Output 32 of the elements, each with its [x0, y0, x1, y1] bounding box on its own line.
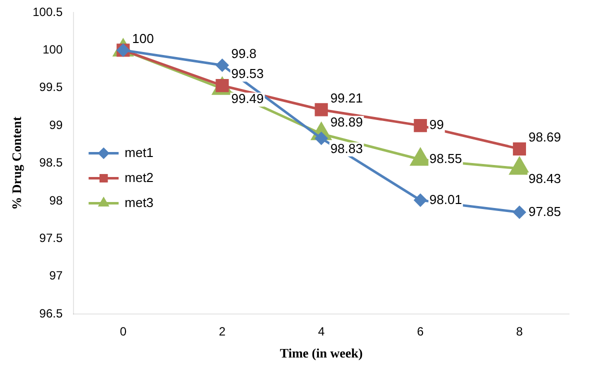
y-tick-label: 96.5: [39, 306, 63, 320]
y-tick-label: 99: [49, 118, 63, 132]
y-tick-label: 97: [49, 268, 63, 283]
y-tick-label: 97.5: [39, 230, 63, 245]
data-label: 97.85: [528, 204, 562, 219]
data-label: 99.53: [231, 66, 264, 82]
y-tick-label: 100.5: [32, 4, 63, 19]
x-axis-title: Time (in week): [280, 346, 363, 361]
data-label: 98.83: [330, 140, 363, 156]
data-label: 99.8: [231, 46, 257, 61]
legend-label: met3: [124, 194, 154, 210]
data-label: 100: [132, 30, 154, 46]
data-label: 99.21: [330, 90, 363, 106]
x-tick-label: 2: [218, 324, 226, 339]
x-tick-label: 4: [318, 324, 325, 339]
y-tick-label: 99.5: [39, 80, 63, 94]
x-tick-label: 0: [120, 324, 127, 339]
data-label: 98.43: [528, 171, 562, 186]
y-tick-label: 98.5: [39, 156, 63, 170]
data-label: 98.01: [429, 192, 462, 207]
data-label: 98.55: [429, 151, 462, 166]
legend-label: met2: [124, 170, 154, 185]
data-label: 98.89: [330, 114, 363, 130]
x-tick-label: 6: [417, 324, 424, 339]
data-label: 98.69: [528, 130, 562, 145]
y-tick-label: 98: [49, 193, 63, 208]
legend-label: met1: [124, 144, 154, 160]
x-tick-label: 8: [516, 324, 524, 339]
y-axis-title: % Drug Content: [9, 116, 24, 210]
data-label: 99.49: [231, 91, 264, 106]
data-label: 99: [429, 117, 444, 132]
y-tick-label: 100: [42, 42, 63, 56]
